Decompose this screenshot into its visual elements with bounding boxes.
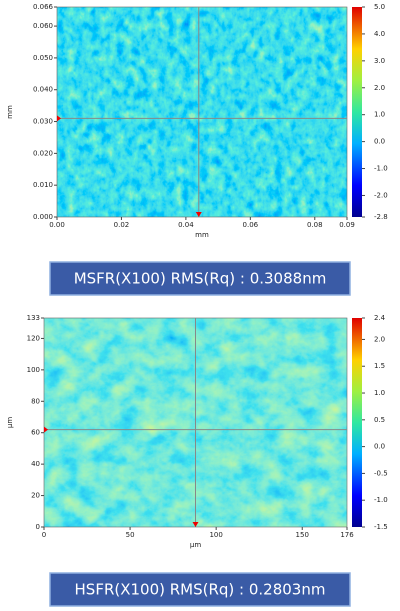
y-tick-label: 40 — [31, 460, 40, 468]
y-tick-label: 0.030 — [33, 118, 53, 126]
x-tick-label: 150 — [296, 531, 309, 539]
colorbar-tick-label: -2.0 — [374, 191, 388, 199]
y-tick-label: 120 — [27, 334, 40, 342]
colorbar-tick-label: 0.5 — [374, 416, 385, 424]
y-tick-label: 0.020 — [33, 149, 53, 157]
x-tick-label: 0.09 — [339, 221, 355, 229]
caption-box — [49, 261, 351, 296]
x-axis-label: mm — [195, 231, 209, 239]
x-tick-label: 100 — [209, 531, 222, 539]
colorbar-tick-label: 2.0 — [374, 84, 385, 92]
cursor-marker — [195, 212, 202, 217]
x-tick-label: 50 — [126, 531, 135, 539]
y-tick-label: 0.066 — [33, 3, 54, 11]
y-tick-label: 0.000 — [33, 213, 53, 221]
x-tick-label: 0.02 — [114, 221, 130, 229]
colorbar-tick-label: 1.0 — [374, 111, 385, 119]
surface-map — [57, 7, 347, 217]
cursor-marker — [192, 522, 199, 527]
colorbar-tick-label: 0.0 — [374, 138, 385, 146]
colorbar — [352, 318, 362, 527]
colorbar-tick-label: 0.0 — [374, 443, 385, 451]
colorbar-tick-label: 4.0 — [374, 30, 385, 38]
x-axis-label: μm — [190, 541, 201, 549]
y-tick-label: 20 — [31, 492, 40, 500]
colorbar — [352, 7, 362, 217]
x-tick-label: 0.08 — [307, 221, 323, 229]
colorbar-tick-label: -1.5 — [374, 523, 388, 531]
colorbar-tick-label: -2.8 — [374, 213, 388, 221]
y-axis-label: mm — [6, 105, 14, 119]
x-tick-label: 176 — [340, 531, 354, 539]
x-tick-label: 0 — [42, 531, 46, 539]
y-tick-label: 80 — [31, 397, 40, 405]
y-tick-label: 133 — [27, 314, 40, 322]
colorbar-tick-label: 3.0 — [374, 57, 385, 65]
cursor-marker — [44, 426, 48, 433]
y-tick-label: 60 — [31, 429, 40, 437]
x-tick-label: 0.06 — [243, 221, 259, 229]
y-tick-label: 0.060 — [33, 22, 53, 30]
colorbar-tick-label: 2.4 — [374, 314, 386, 322]
plot-frame — [56, 6, 348, 218]
x-tick-label: 0.04 — [178, 221, 194, 229]
colorbar-tick-label: 5.0 — [374, 3, 385, 11]
colorbar-tick-label: -0.5 — [374, 469, 388, 477]
colorbar-tick-label: 1.5 — [374, 362, 385, 370]
x-tick-label: 0.00 — [49, 221, 65, 229]
colorbar-tick-label: 2.0 — [374, 335, 385, 343]
y-tick-label: 0 — [36, 523, 40, 531]
caption: MSFR(X100) RMS(Rq) : 0.3088nm — [74, 270, 327, 288]
caption-box — [49, 572, 351, 607]
caption: HSFR(X100) RMS(Rq) : 0.2803nm — [75, 581, 326, 599]
y-tick-label: 0.040 — [33, 86, 53, 94]
y-tick-label: 0.050 — [33, 54, 53, 62]
y-axis-label: μm — [6, 417, 14, 428]
colorbar-tick-label: -1.0 — [374, 165, 388, 173]
cursor-marker — [57, 115, 61, 122]
colorbar-tick-label: -1.0 — [374, 496, 388, 504]
y-tick-label: 100 — [27, 366, 40, 374]
colorbar-tick-label: 1.0 — [374, 389, 385, 397]
y-tick-label: 0.010 — [33, 181, 53, 189]
